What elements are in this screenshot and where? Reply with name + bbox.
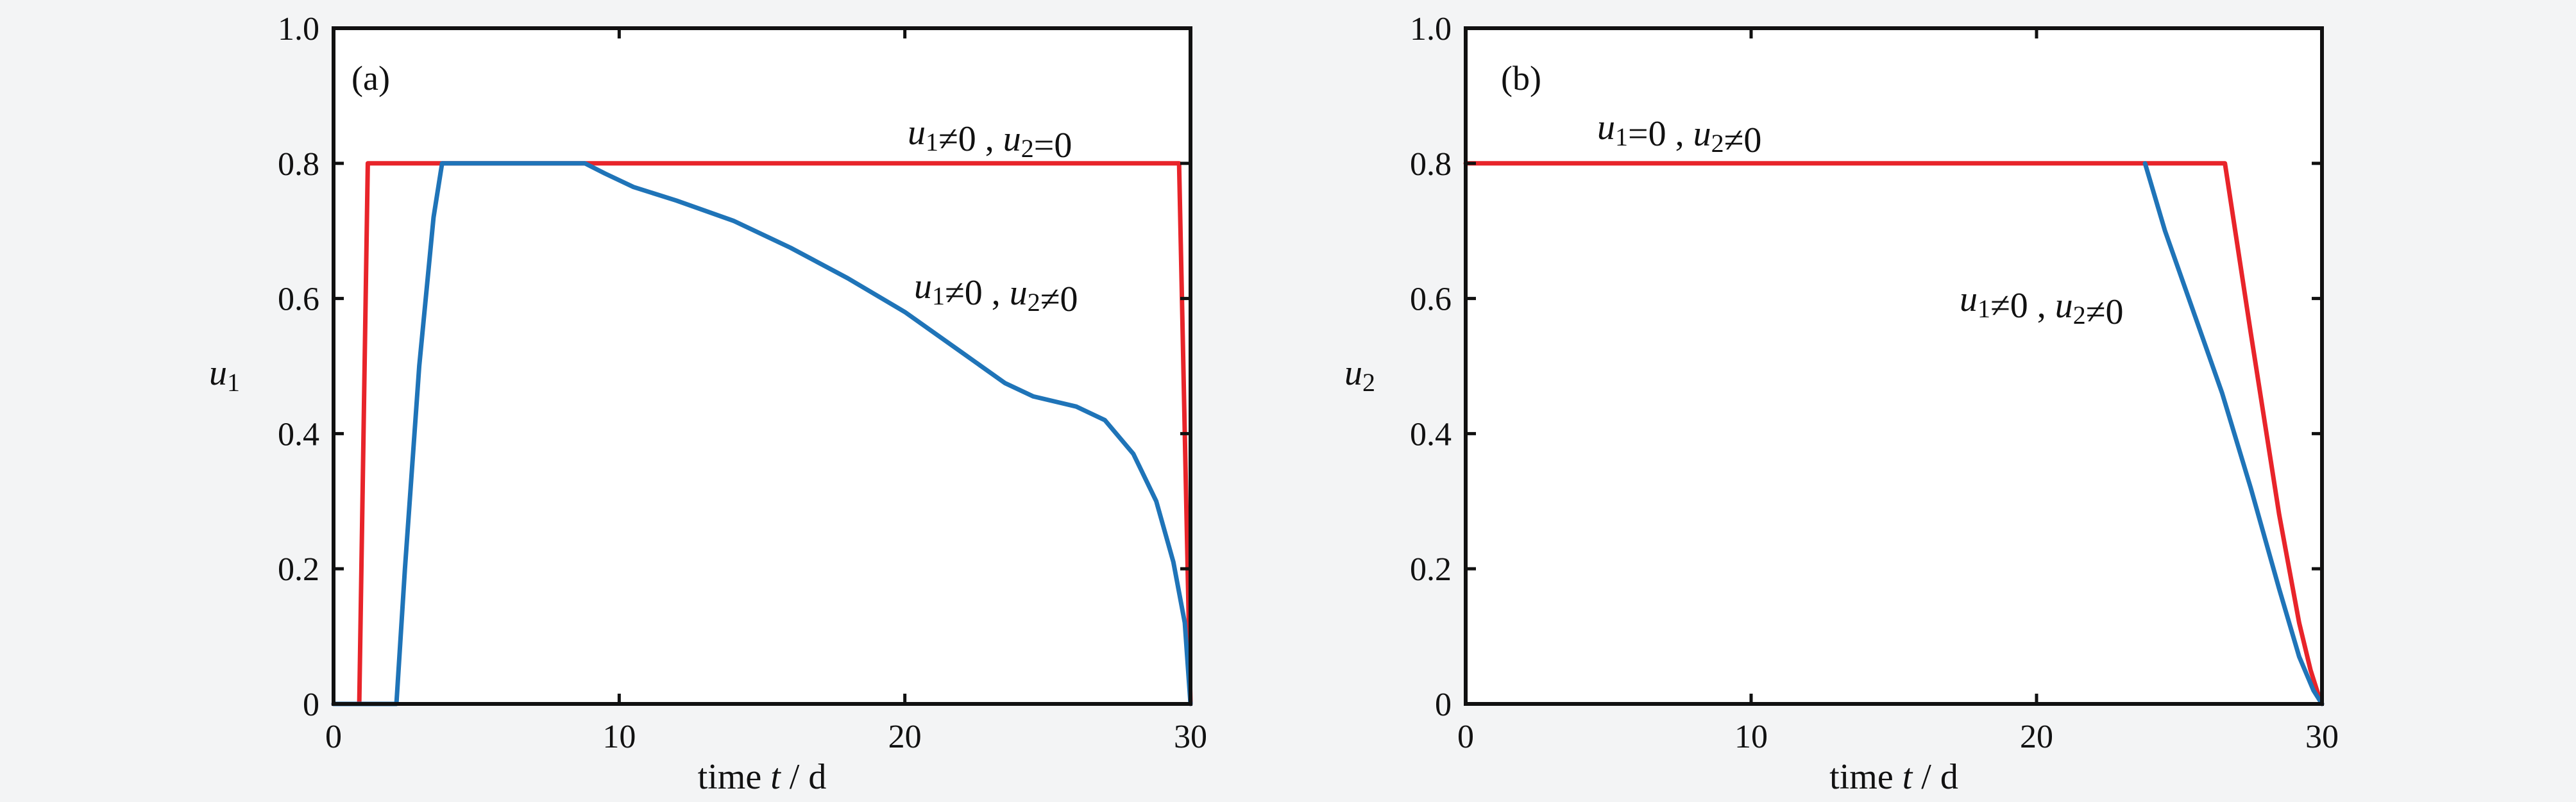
plot-frame-border xyxy=(332,26,1192,706)
x-tick-label: 20 xyxy=(2020,719,2053,755)
plot-frame-border xyxy=(1464,26,2324,706)
y-tick-label: 0.6 xyxy=(1410,281,1452,318)
y-tick-label: 0.8 xyxy=(1410,146,1452,183)
y-tick-label: 0 xyxy=(303,687,319,723)
y-tick-label: 0.2 xyxy=(1410,551,1452,588)
chart-panel-b: 0 10 20 30 0 0.2 0.4 0.6 0.8 1.0 time t / d u2 (b) u1… xyxy=(1344,11,2339,797)
y-tick-label: 0.8 xyxy=(278,146,319,183)
series-line-2 xyxy=(2142,161,2325,706)
y-axis-label: u1 xyxy=(209,353,240,397)
plot-frame xyxy=(1464,26,2324,706)
y-tick-label: 0.6 xyxy=(278,281,319,318)
series-annotation: u1=0 , u2≠0 xyxy=(1597,108,1761,160)
x-axis-label: time t / d xyxy=(1829,757,1958,797)
series-annotation: u1≠0 , u2≠0 xyxy=(914,267,1078,319)
x-tick-label: 0 xyxy=(1457,719,1474,755)
x-tick-label: 10 xyxy=(602,719,636,755)
y-tick-label: 0.4 xyxy=(1410,416,1452,453)
x-tick-label: 20 xyxy=(888,719,922,755)
chart-panel-a: 0 10 20 30 0 0.2 0.4 0.6 0.8 1.0 time t / d u1 (a) u1… xyxy=(209,11,1207,797)
y-tick-label: 1.0 xyxy=(1410,11,1452,47)
y-tick-label: 0.4 xyxy=(278,416,319,453)
series-line-1 xyxy=(1463,161,2325,706)
y-tick-label: 1.0 xyxy=(278,11,319,47)
x-tick-label: 0 xyxy=(325,719,342,755)
series-annotation: u1≠0 , u2=0 xyxy=(908,113,1072,165)
y-tick-label: 0 xyxy=(1435,687,1452,723)
x-tick-label: 10 xyxy=(1734,719,1768,755)
x-tick-label: 30 xyxy=(1174,719,1207,755)
y-tick-label: 0.2 xyxy=(278,551,319,588)
panel-label: (a) xyxy=(352,59,390,97)
series-line-2 xyxy=(331,161,1193,706)
plot-frame xyxy=(332,26,1192,706)
panel-label: (b) xyxy=(1501,59,1541,97)
y-axis-label: u2 xyxy=(1344,353,1375,397)
series-annotation: u1≠0 , u2≠0 xyxy=(1960,280,2123,332)
x-axis-label: time t / d xyxy=(698,757,827,797)
x-tick-label: 30 xyxy=(2305,719,2339,755)
